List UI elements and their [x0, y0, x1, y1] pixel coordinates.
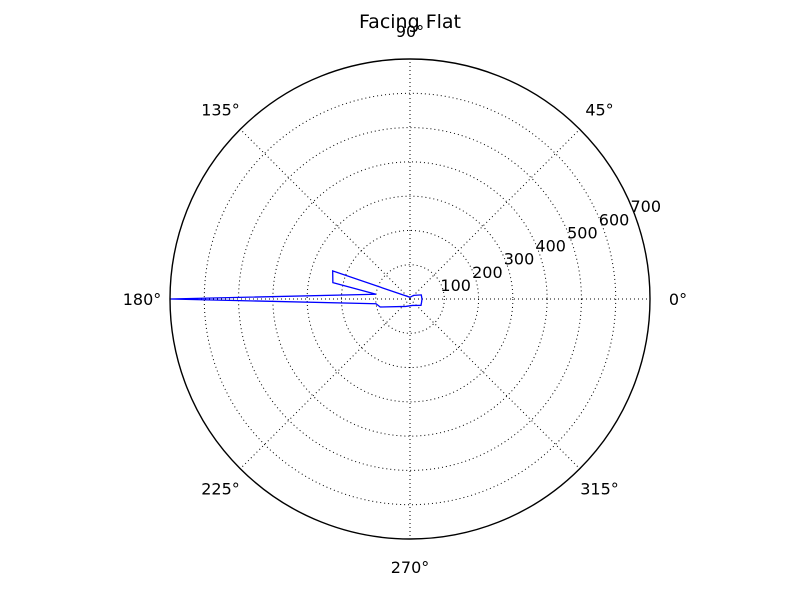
- angular-gridline: [239, 298, 411, 470]
- label-layer: 0° 45° 90° 135° 180° 225° 270° 315° 100200300400…: [123, 22, 687, 577]
- theta-tick-label: 0°: [669, 290, 687, 309]
- r-tick-label: 300: [504, 250, 535, 269]
- r-tick-label: 600: [599, 210, 630, 229]
- r-tick-label: 400: [535, 237, 566, 256]
- theta-tick-label: 90°: [396, 22, 424, 41]
- r-tick-label: 700: [630, 197, 661, 216]
- radial-gridline: [238, 127, 582, 471]
- theta-tick-label: 180°: [123, 290, 162, 309]
- r-tick-label: 200: [472, 263, 503, 282]
- angular-gridline: [409, 128, 581, 300]
- grid-layer: [170, 59, 650, 539]
- theta-tick-label: 225°: [201, 480, 240, 499]
- theta-tick-label: 270°: [391, 558, 430, 577]
- angular-gridline: [409, 298, 581, 470]
- angular-gridline: [239, 128, 411, 300]
- polar-frame: [169, 58, 651, 540]
- theta-tick-label: 45°: [585, 100, 613, 119]
- theta-tick-label: 135°: [201, 100, 240, 119]
- radial-gridline: [306, 195, 514, 403]
- r-tick-label: 100: [440, 276, 471, 295]
- radial-gridline: [375, 264, 445, 334]
- chart-title: Facing Flat: [359, 11, 461, 33]
- radial-gridline: [203, 92, 617, 506]
- radial-gridline: [272, 161, 548, 437]
- r-tick-label: 500: [567, 223, 598, 242]
- theta-tick-label: 315°: [580, 480, 619, 499]
